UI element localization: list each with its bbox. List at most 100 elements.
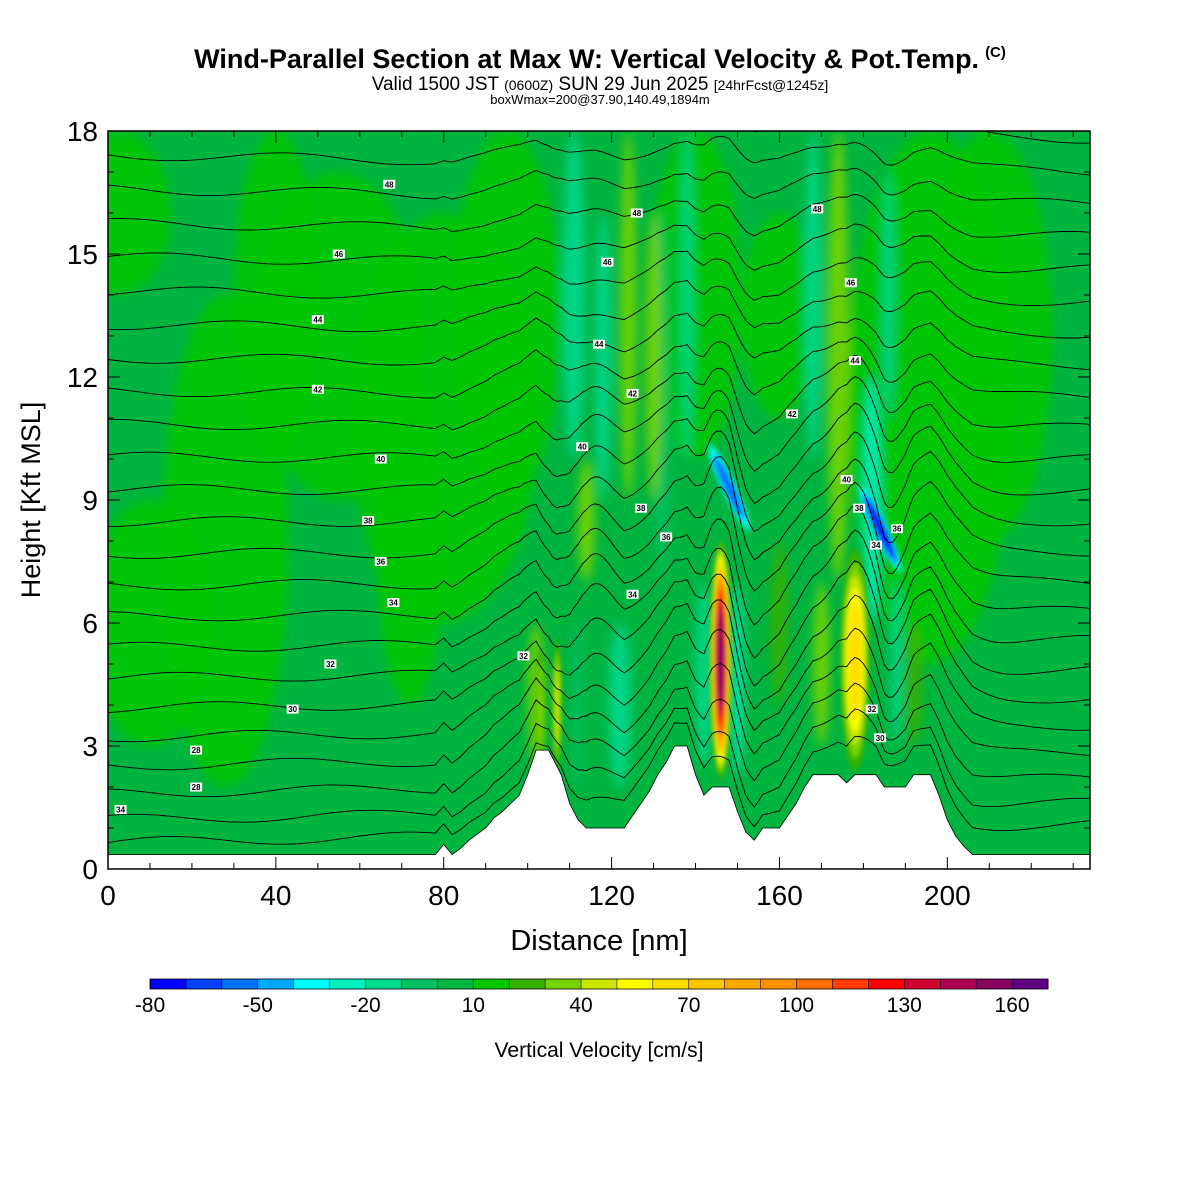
y-tick-label: 15	[67, 239, 98, 270]
theta-label-text: 48	[632, 209, 641, 218]
theta-label-text: 30	[288, 705, 297, 714]
theta-label-bg	[374, 454, 387, 464]
theta-label-text: 38	[364, 517, 373, 526]
x-tick-label: 200	[924, 880, 971, 911]
theta-contour	[108, 594, 1090, 713]
colorbar-swatch	[437, 979, 474, 989]
colorbar-frame	[149, 978, 1049, 990]
theta-label-bg	[626, 388, 639, 398]
theta-label: 44	[311, 315, 324, 325]
theta-label: 42	[626, 388, 639, 398]
x-tick-label: 80	[428, 880, 459, 911]
theta-label: 38	[362, 516, 375, 526]
theta-label-bg	[890, 524, 903, 534]
downdraft-core-level	[867, 502, 893, 555]
weak-updraft-streak	[741, 213, 818, 418]
downdraft-streak	[695, 582, 713, 767]
theta-label-bg	[869, 540, 882, 550]
downdraft-streak	[804, 131, 822, 459]
theta-label: 32	[865, 704, 878, 714]
theta-contour	[108, 223, 1090, 273]
colorbar-swatch	[940, 979, 977, 989]
colorbar-tick-label: 100	[779, 994, 814, 1017]
theta-label: 48	[630, 208, 643, 218]
y-tick-label: 3	[82, 731, 98, 762]
updraft-core-level	[848, 601, 862, 719]
light-updraft-streak	[771, 541, 788, 705]
weak-updraft-streak	[452, 131, 562, 500]
theta-contour	[108, 504, 1090, 626]
x-tick-label: 160	[756, 880, 803, 911]
theta-label-bg	[865, 704, 878, 714]
updraft-core-level	[717, 610, 725, 710]
y-tick-label: 9	[82, 485, 98, 516]
x-tick-label: 120	[588, 880, 635, 911]
theta-label: 30	[874, 733, 887, 743]
theta-label-text: 32	[326, 660, 335, 669]
colorbar-tick-label: 70	[677, 994, 700, 1017]
valid-utc: (0600Z)	[504, 77, 554, 93]
theta-label-text: 30	[876, 734, 885, 743]
theta-label-bg	[311, 384, 324, 394]
copyright-mark: (C)	[985, 44, 1006, 61]
theta-label: 36	[374, 557, 387, 567]
theta-label-bg	[848, 356, 861, 366]
theta-label-bg	[362, 516, 375, 525]
colorbar-swatch	[724, 979, 761, 989]
colorbar-swatch	[509, 979, 546, 989]
theta-label: 42	[786, 409, 799, 419]
theta-label-bg	[844, 278, 857, 288]
y-axis-label: Height [Kft MSL]	[16, 402, 46, 599]
theta-label-text: 40	[842, 476, 851, 485]
theta-label: 32	[517, 651, 530, 661]
theta-label-bg	[190, 745, 203, 755]
weak-updraft-streak	[926, 131, 1053, 541]
theta-label: 42	[311, 384, 324, 394]
x-tick-label: 0	[100, 880, 116, 911]
colorbar-tick-label: 40	[569, 994, 592, 1017]
updraft-cores	[535, 442, 903, 779]
light-updraft-streak	[827, 131, 850, 582]
terrain-profile	[107, 745, 1091, 870]
theta-contour	[108, 376, 1090, 472]
theta-label-text: 34	[389, 599, 398, 608]
theta-contour	[108, 280, 1090, 339]
theta-label: 40	[576, 442, 589, 452]
colorbar-tick-label: 10	[462, 994, 485, 1017]
theta-label-bg	[660, 532, 673, 542]
theta-label-bg	[601, 257, 614, 267]
downdraft-streak	[595, 213, 612, 500]
theta-label-text: 34	[872, 541, 881, 550]
y-tick-label: 0	[82, 854, 98, 885]
chart-subtitle: Valid 1500 JST (0600Z) SUN 29 Jun 2025 […	[0, 74, 1200, 96]
theta-label: 46	[844, 278, 857, 288]
theta-label-bg	[387, 598, 400, 607]
colorbar-swatch	[796, 979, 833, 989]
colorbar-swatch	[652, 979, 690, 989]
valid-date: SUN 29 Jun 2025	[558, 74, 709, 95]
updraft-core-level	[537, 663, 544, 755]
theta-label-text: 46	[603, 258, 612, 267]
theta-contour	[108, 430, 1090, 533]
theta-label-text: 44	[851, 357, 860, 366]
colorbar-swatch	[832, 979, 869, 989]
colorbar-swatch	[545, 979, 582, 989]
theta-label-text: 42	[628, 389, 637, 398]
theta-label: 46	[601, 257, 614, 267]
x-tick-label: 40	[260, 880, 291, 911]
theta-label: 36	[890, 524, 903, 534]
theta-label-text: 34	[628, 590, 637, 599]
colorbar: -80 -50 -20 10 40 70 100 130 160	[135, 978, 1049, 1017]
y-tick-label: 6	[82, 608, 98, 639]
theta-label-bg	[383, 179, 396, 189]
colorbar-swatch	[293, 979, 330, 989]
theta-label-bg	[286, 704, 299, 714]
theta-label-bg	[576, 442, 589, 452]
theta-label-text: 32	[867, 705, 876, 714]
theta-label-text: 36	[376, 558, 385, 567]
light-updraft-streak	[578, 459, 595, 582]
colorbar-swatch	[868, 979, 905, 989]
colorbar-tick-label: 160	[995, 994, 1030, 1017]
